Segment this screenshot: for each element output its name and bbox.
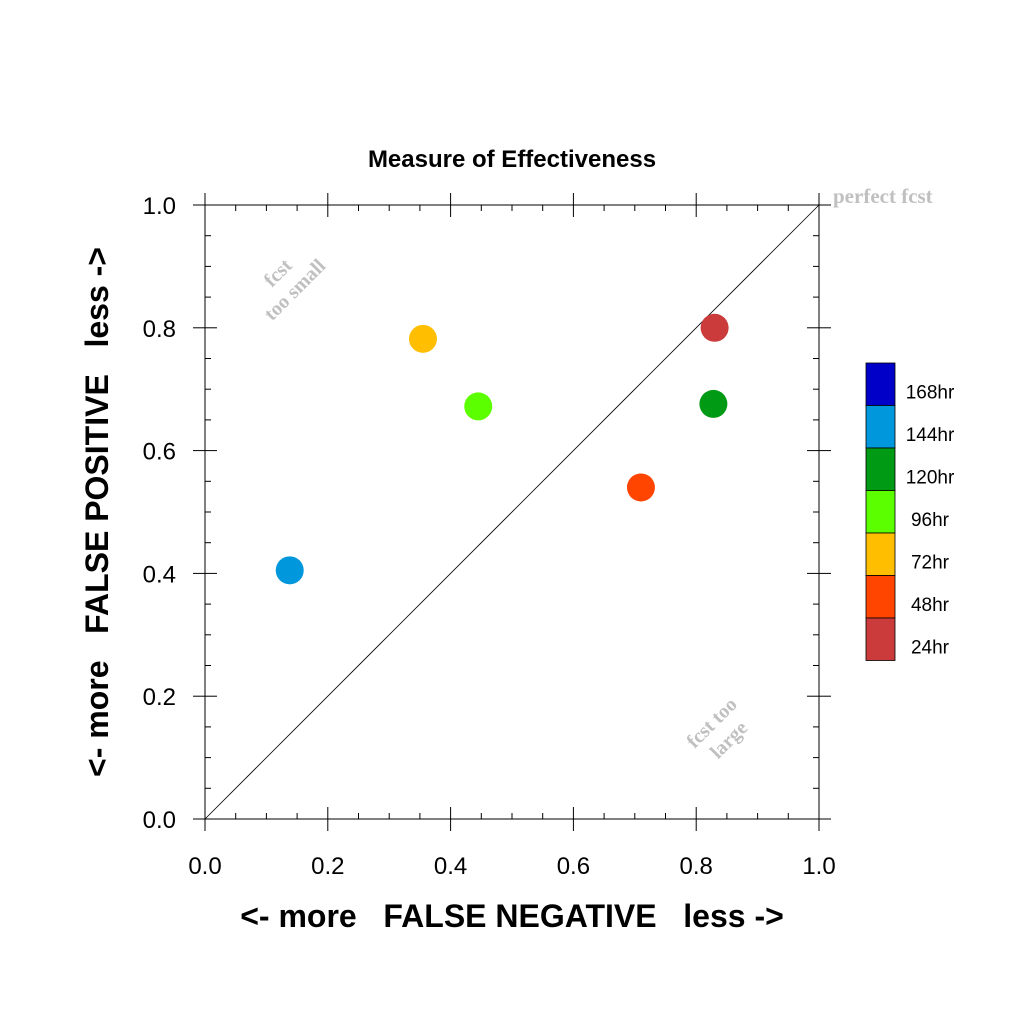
- scatter-point-120hr: [699, 389, 728, 418]
- legend-label: 144hr: [906, 425, 955, 446]
- annotation-fcst-too-small: fcst too small: [260, 254, 331, 325]
- y-tick-label: 0.8: [143, 316, 176, 343]
- reference-diagonal: [204, 204, 820, 820]
- x-tick-label: 0.2: [311, 853, 344, 880]
- scatter-point-96hr: [464, 392, 493, 421]
- y-tick-label: 0.6: [143, 439, 176, 466]
- legend-label: 72hr: [911, 552, 950, 573]
- legend-swatch-96hr: [865, 490, 896, 534]
- x-axis-label: <- more FALSE NEGATIVE less ->: [240, 898, 784, 934]
- scatter-point-72hr: [408, 324, 437, 353]
- legend-swatch-72hr: [865, 532, 896, 576]
- annotation-perfect-fcst: perfect fcst: [833, 184, 933, 208]
- y-tick-labels: 0.0 0.2 0.4 0.6 0.8 1.0: [143, 193, 176, 834]
- legend-swatch-24hr: [865, 617, 896, 661]
- annotation-fcst-too-large: fcst too large: [683, 694, 753, 764]
- scatter-point-24hr: [700, 313, 729, 342]
- y-axis-label: <- more FALSE POSITIVE less ->: [79, 247, 115, 777]
- chart-title: Measure of Effectiveness: [368, 146, 656, 173]
- x-tick-label: 0.6: [557, 853, 590, 880]
- legend-swatch-120hr: [865, 447, 896, 491]
- scatter-point-144hr: [275, 556, 304, 585]
- x-tick-label: 0.0: [188, 853, 221, 880]
- scatter-points: [275, 313, 729, 585]
- legend-swatch-168hr: [865, 362, 896, 406]
- axis-ticks: [193, 193, 831, 831]
- x-tick-labels: 0.0 0.2 0.4 0.6 0.8 1.0: [188, 853, 835, 880]
- legend-label: 24hr: [911, 637, 950, 658]
- scatter-point-48hr: [626, 473, 655, 502]
- legend-label: 96hr: [911, 510, 950, 531]
- y-tick-label: 0.4: [143, 561, 176, 588]
- legend-swatch-48hr: [865, 575, 896, 619]
- x-tick-label: 0.4: [434, 853, 467, 880]
- x-tick-label: 0.8: [680, 853, 713, 880]
- legend-label: 168hr: [906, 382, 955, 403]
- legend: 168hr 144hr 120hr 96hr 72hr 48hr 24hr: [865, 362, 955, 661]
- x-tick-label: 1.0: [802, 853, 835, 880]
- legend-label: 120hr: [906, 467, 955, 488]
- legend-label: 48hr: [911, 595, 950, 616]
- y-tick-label: 0.0: [143, 807, 176, 834]
- y-tick-label: 1.0: [143, 193, 176, 220]
- legend-swatch-144hr: [865, 405, 896, 449]
- y-tick-label: 0.2: [143, 684, 176, 711]
